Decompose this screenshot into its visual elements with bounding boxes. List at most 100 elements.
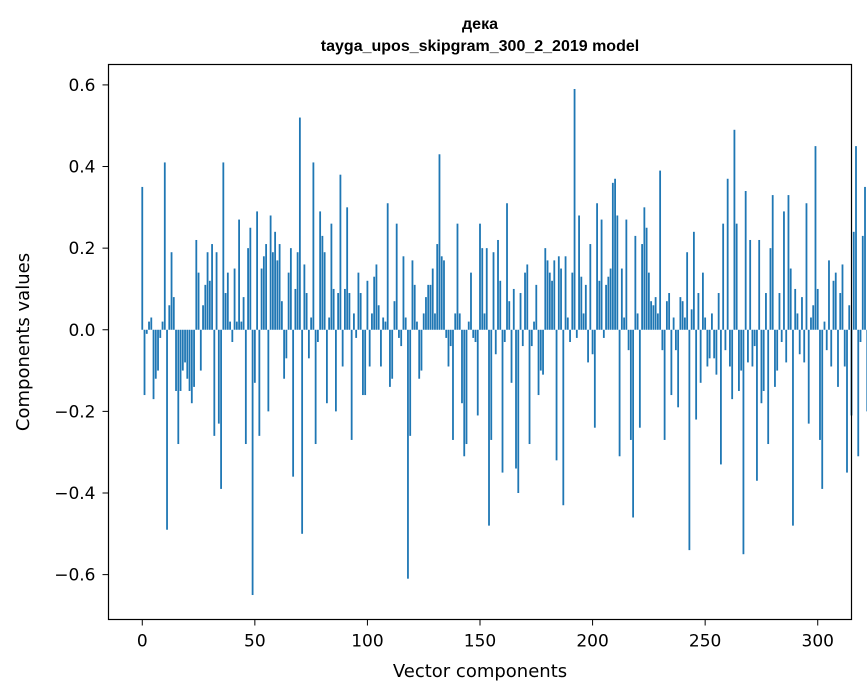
- bar: [530, 329, 533, 347]
- bar: [321, 235, 324, 330]
- bar: [222, 162, 225, 330]
- x-tick-label: 250: [689, 632, 721, 652]
- bar: [706, 329, 709, 367]
- bar: [740, 329, 743, 371]
- bar: [328, 317, 331, 330]
- bar: [562, 329, 565, 506]
- bar: [193, 329, 195, 387]
- bar: [686, 252, 689, 330]
- bar: [551, 280, 553, 330]
- bar: [211, 244, 213, 330]
- bar: [454, 313, 457, 330]
- bar: [350, 329, 353, 440]
- bar: [753, 329, 756, 347]
- bar: [242, 297, 245, 330]
- bar: [688, 329, 691, 551]
- bar: [416, 321, 418, 330]
- bar: [656, 313, 659, 330]
- bar: [280, 301, 283, 330]
- bar: [364, 329, 367, 396]
- bar: [154, 329, 157, 379]
- bar: [566, 317, 569, 330]
- bar: [726, 178, 729, 330]
- bar: [724, 329, 727, 351]
- bar: [553, 260, 556, 330]
- bar: [265, 244, 268, 330]
- bar: [269, 215, 272, 330]
- bar: [366, 280, 369, 330]
- bar: [625, 219, 628, 330]
- bar: [582, 313, 585, 330]
- bar: [483, 313, 486, 330]
- bar: [346, 207, 349, 330]
- bar: [449, 329, 452, 347]
- bar: [177, 329, 180, 445]
- bar: [422, 313, 425, 330]
- bar: [368, 329, 371, 367]
- bar: [801, 297, 803, 330]
- bar: [485, 248, 488, 330]
- bar: [319, 211, 322, 330]
- x-tick-label: 0: [137, 632, 148, 652]
- bar: [411, 260, 414, 330]
- bar: [380, 329, 382, 367]
- bar: [722, 223, 725, 330]
- y-tick-label: 0.6: [68, 76, 95, 96]
- bar: [344, 288, 346, 330]
- bar: [747, 329, 749, 363]
- bar: [438, 154, 441, 330]
- bar: [760, 329, 763, 404]
- bar: [150, 317, 153, 330]
- bar: [575, 329, 578, 338]
- bar: [571, 272, 574, 330]
- bar: [812, 305, 815, 330]
- bar: [819, 329, 821, 440]
- bar: [796, 313, 799, 330]
- bar: [830, 329, 833, 367]
- bar: [789, 268, 792, 330]
- bar: [497, 239, 499, 330]
- bar: [244, 329, 247, 445]
- bar: [749, 239, 752, 330]
- bar: [852, 231, 855, 330]
- bar: [690, 309, 693, 330]
- bar: [600, 219, 603, 330]
- bar: [316, 329, 319, 342]
- bar: [598, 280, 601, 330]
- bar: [458, 313, 461, 330]
- bar: [253, 329, 256, 383]
- bar: [654, 297, 657, 330]
- bar: [217, 329, 220, 424]
- bar: [220, 329, 222, 489]
- bar: [573, 88, 576, 330]
- y-tick-label: −0.6: [54, 566, 95, 586]
- bar: [641, 244, 644, 330]
- bar: [841, 264, 844, 330]
- bar: [199, 329, 202, 371]
- bar: [292, 329, 295, 477]
- bar: [798, 329, 801, 355]
- bar: [463, 329, 466, 457]
- bar: [197, 272, 200, 330]
- bar: [289, 248, 292, 330]
- bar: [213, 329, 216, 436]
- bar: [400, 329, 403, 347]
- bar: [465, 329, 468, 445]
- bar: [738, 329, 740, 391]
- bar: [168, 305, 171, 330]
- bar: [398, 329, 400, 338]
- bar: [526, 264, 529, 330]
- bar: [756, 329, 758, 481]
- bar: [814, 146, 817, 330]
- bar: [832, 280, 835, 330]
- bar: [663, 329, 666, 440]
- bar: [695, 329, 698, 420]
- bar: [215, 252, 218, 330]
- bar: [524, 272, 526, 330]
- bar: [148, 321, 150, 330]
- bar: [503, 329, 506, 342]
- bar: [733, 129, 736, 330]
- bar: [233, 268, 236, 330]
